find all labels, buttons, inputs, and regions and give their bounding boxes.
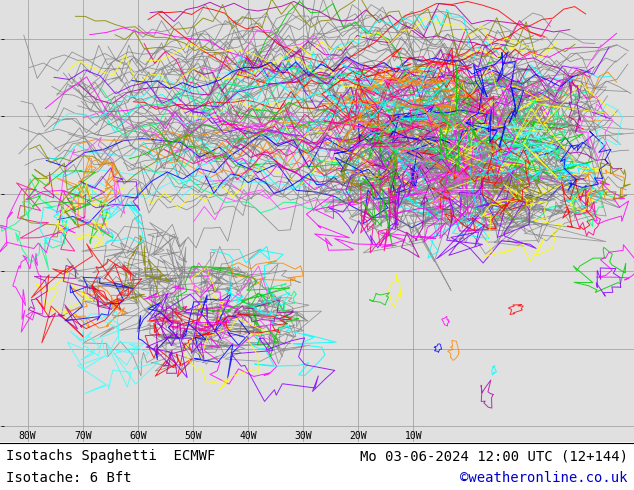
Text: -: - (1, 421, 4, 432)
Text: -: - (1, 267, 4, 276)
Text: -: - (1, 344, 4, 354)
Text: 50W: 50W (184, 431, 202, 441)
Text: 20W: 20W (349, 431, 367, 441)
Text: 10W: 10W (404, 431, 422, 441)
Text: -: - (1, 34, 4, 44)
Text: Isotache: 6 Bft: Isotache: 6 Bft (6, 471, 132, 485)
Text: 30W: 30W (294, 431, 312, 441)
Text: Mo 03-06-2024 12:00 UTC (12+144): Mo 03-06-2024 12:00 UTC (12+144) (359, 449, 628, 463)
Text: 80W: 80W (19, 431, 36, 441)
Text: Isotachs Spaghetti  ECMWF: Isotachs Spaghetti ECMWF (6, 449, 216, 463)
Text: 40W: 40W (239, 431, 257, 441)
Text: ©weatheronline.co.uk: ©weatheronline.co.uk (460, 471, 628, 485)
Text: 60W: 60W (129, 431, 146, 441)
Text: 70W: 70W (74, 431, 91, 441)
Text: -: - (1, 111, 4, 122)
Text: -: - (1, 189, 4, 199)
